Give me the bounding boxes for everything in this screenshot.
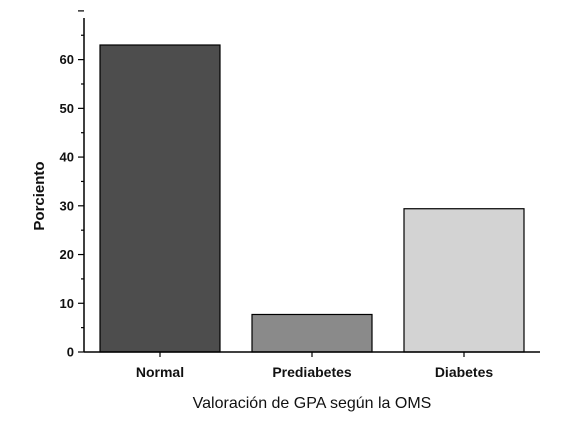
y-axis-title: Porciento <box>31 161 48 230</box>
y-tick-label: 20 <box>60 247 74 262</box>
bar-diabetes <box>403 208 525 353</box>
x-axis-title: Valoración de GPA según la OMS <box>193 395 432 412</box>
bar-normal <box>99 44 221 353</box>
x-tick-label: Normal <box>136 364 184 380</box>
y-tick-label: 0 <box>67 345 74 360</box>
y-tick-label: 50 <box>60 101 74 116</box>
y-tick-label: 10 <box>60 296 74 311</box>
x-ticks-group: Normal Prediabetes Diabetes <box>136 352 494 380</box>
bars-group <box>99 44 525 353</box>
x-tick-label: Prediabetes <box>272 364 352 380</box>
y-ticks-group: 0 10 20 30 40 50 60 <box>60 10 84 360</box>
y-tick-label: 30 <box>60 198 74 213</box>
x-tick-label: Diabetes <box>435 364 494 380</box>
y-tick-label: 60 <box>60 52 74 67</box>
bar-prediabetes <box>251 313 373 353</box>
y-tick-label: 40 <box>60 150 74 165</box>
